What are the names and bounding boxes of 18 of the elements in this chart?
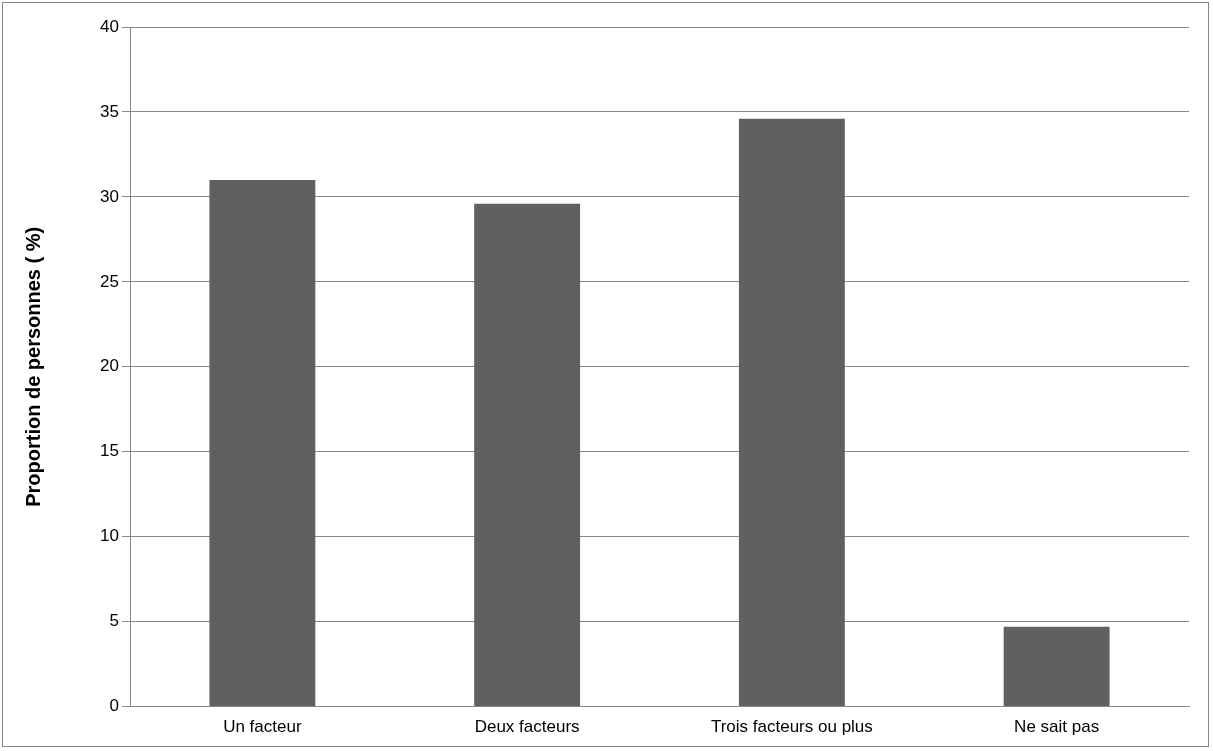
y-axis-title: Proportion de personnes ( %): [21, 226, 44, 507]
bar: [474, 203, 581, 707]
x-tick-label: Ne sait pas: [1014, 717, 1100, 737]
y-tick-label: 10: [100, 526, 119, 546]
y-tick-label: 15: [100, 441, 119, 461]
y-tick-label: 25: [100, 271, 119, 291]
bar: [1003, 626, 1110, 707]
y-tick-label: 35: [100, 101, 119, 121]
x-tick-label: Deux facteurs: [474, 717, 580, 737]
y-tick-label: 20: [100, 356, 119, 376]
bar: [738, 118, 845, 707]
y-tick-label: 5: [109, 611, 119, 631]
y-tick-label: 0: [109, 696, 119, 716]
y-tick-label: 40: [100, 16, 119, 36]
x-tick-label: Trois facteurs ou plus: [710, 717, 873, 737]
y-tick-label: 30: [100, 186, 119, 206]
bar: [209, 179, 316, 707]
x-tick-label: Un facteur: [223, 717, 302, 737]
